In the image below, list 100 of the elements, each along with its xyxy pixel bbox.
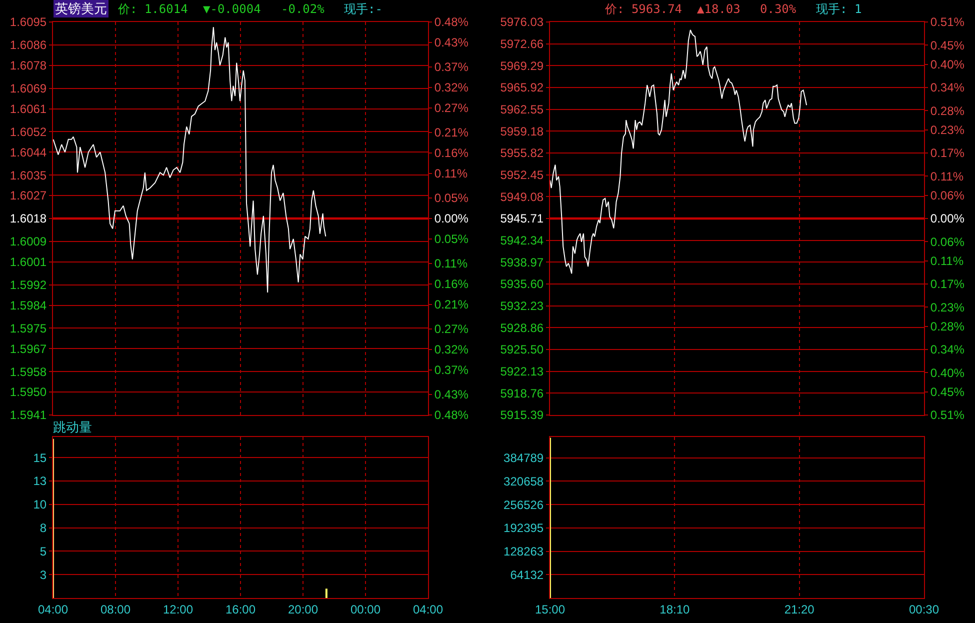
- y-tick-label: 1.5950: [10, 385, 47, 400]
- y-tick-label: 1.5984: [10, 298, 47, 312]
- y2-tick-label: 0.28%: [930, 320, 965, 334]
- y-tick-label: 5: [40, 544, 47, 558]
- y-tick-label: 192395: [504, 521, 544, 536]
- x-tick-label: 00:00: [350, 602, 381, 616]
- y2-tick-label: 0.32%: [434, 80, 469, 95]
- y-tick-label: 5969.29: [500, 58, 544, 73]
- y-tick-label: 1.5941: [10, 408, 47, 422]
- y2-tick-label: 0.05%: [434, 232, 469, 246]
- y2-tick-label: 0.51%: [930, 408, 965, 422]
- y-tick-label: 1.6052: [10, 124, 47, 139]
- y2-tick-label: 0.37%: [434, 363, 469, 378]
- y-tick-label: 1.6001: [10, 255, 47, 270]
- y-tick-label: 1.6061: [10, 102, 47, 116]
- y-tick-label: 1.6035: [10, 168, 47, 182]
- y-tick-label: 5942.34: [500, 234, 544, 248]
- y-tick-label: 5935.60: [500, 277, 544, 292]
- y2-tick-label: 0.17%: [930, 146, 965, 160]
- y2-tick-label: 0.00%: [930, 212, 965, 226]
- x-tick-label: 20:00: [288, 602, 318, 616]
- y-tick-label: 8: [40, 521, 47, 535]
- y2-tick-label: 0.43%: [434, 388, 469, 402]
- x-tick-label: 00:30: [908, 602, 940, 616]
- chart-title: 英镑美元: [55, 1, 107, 16]
- y-tick-label: 5938.97: [500, 255, 544, 270]
- y-tick-label: 5945.71: [500, 212, 544, 226]
- y-tick-label: 1.5967: [10, 342, 47, 356]
- y2-tick-label: 0.27%: [434, 322, 469, 336]
- y2-tick-label: 0.06%: [930, 188, 965, 203]
- y-tick-label: 5952.45: [500, 168, 544, 182]
- y2-tick-label: 0.11%: [434, 256, 468, 271]
- y2-tick-label: 0.45%: [930, 385, 965, 400]
- y2-tick-label: 0.16%: [434, 146, 469, 160]
- text: 现手:-: [344, 2, 382, 16]
- y2-tick-label: 0.40%: [930, 58, 965, 72]
- y-tick-label: 1.6086: [10, 38, 47, 52]
- x-tick-label: 04:00: [412, 602, 444, 616]
- y-tick-label: 5972.66: [500, 37, 544, 52]
- y-tick-label: 5922.13: [500, 364, 544, 379]
- y2-tick-label: 0.00%: [434, 212, 469, 226]
- text: -0.02%: [281, 2, 326, 16]
- y2-tick-label: 0.28%: [930, 104, 965, 118]
- y-tick-label: 64132: [510, 568, 544, 582]
- y-tick-label: 13: [33, 474, 47, 488]
- y2-tick-label: 0.37%: [434, 60, 469, 74]
- x-tick-label: 15:00: [534, 602, 566, 616]
- text: ▼-0.0004: [203, 2, 261, 16]
- y-tick-label: 1.6018: [10, 212, 47, 226]
- y2-tick-label: 0.34%: [930, 80, 965, 95]
- y-tick-label: 5925.50: [500, 342, 544, 357]
- text: 价: 1.6014: [117, 2, 188, 16]
- y-tick-label: 1.5992: [10, 278, 47, 292]
- y2-tick-label: 0.40%: [930, 366, 965, 380]
- y2-tick-label: 0.48%: [434, 408, 469, 422]
- y-tick-label: 256526: [504, 498, 544, 512]
- y-tick-label: 384789: [504, 451, 544, 466]
- y2-tick-label: 0.45%: [930, 38, 965, 52]
- y-tick-label: 128263: [504, 544, 544, 558]
- y2-tick-label: 0.11%: [434, 166, 468, 181]
- y2-tick-label: 0.11%: [930, 254, 964, 268]
- y-tick-label: 5915.39: [500, 408, 544, 422]
- y2-tick-label: 0.17%: [930, 277, 965, 292]
- y2-tick-label: 0.48%: [434, 15, 469, 30]
- y2-tick-label: 0.51%: [930, 15, 965, 30]
- y-tick-label: 5959.18: [500, 124, 544, 138]
- x-tick-label: 18:10: [660, 602, 690, 616]
- y-tick-label: 1.6009: [10, 234, 47, 249]
- x-tick-label: 04:00: [38, 602, 68, 616]
- y-tick-label: 1.5958: [10, 364, 47, 379]
- y2-tick-label: 0.23%: [930, 300, 965, 314]
- y-tick-label: 5928.86: [500, 320, 544, 335]
- x-tick-label: 12:00: [162, 602, 194, 616]
- y2-tick-label: 0.23%: [930, 123, 965, 138]
- y-tick-label: 5962.55: [500, 102, 544, 117]
- y2-tick-label: 0.16%: [434, 277, 469, 292]
- y2-tick-label: 0.32%: [434, 342, 469, 357]
- y-tick-label: 1.6078: [10, 58, 47, 73]
- y-tick-label: 15: [33, 450, 47, 465]
- y2-tick-label: 0.21%: [434, 126, 469, 140]
- y2-tick-label: 0.05%: [434, 191, 469, 206]
- y2-tick-label: 0.21%: [434, 298, 469, 312]
- y-tick-label: 5949.08: [500, 190, 544, 204]
- y2-tick-label: 0.11%: [930, 169, 964, 184]
- text: 价: 5963.74: [604, 2, 682, 16]
- x-tick-label: 21:20: [784, 602, 815, 616]
- x-tick-label: 16:00: [225, 602, 256, 616]
- y-tick-label: 1.6027: [10, 188, 47, 203]
- text: 现手: 1: [816, 2, 862, 16]
- y-tick-label: 10: [33, 498, 47, 512]
- text: 0.30%: [760, 2, 797, 16]
- y-tick-label: 1.6069: [10, 82, 47, 96]
- y-tick-label: 1.6044: [10, 145, 47, 160]
- x-tick-label: 08:00: [100, 602, 131, 616]
- y-tick-label: 1.6095: [10, 15, 47, 30]
- y2-tick-label: 0.27%: [434, 101, 469, 116]
- y2-tick-label: 0.43%: [434, 36, 469, 50]
- text: ▲18.03: [697, 2, 740, 16]
- y-tick-label: 5932.23: [500, 299, 544, 314]
- y-tick-label: 320658: [504, 474, 544, 488]
